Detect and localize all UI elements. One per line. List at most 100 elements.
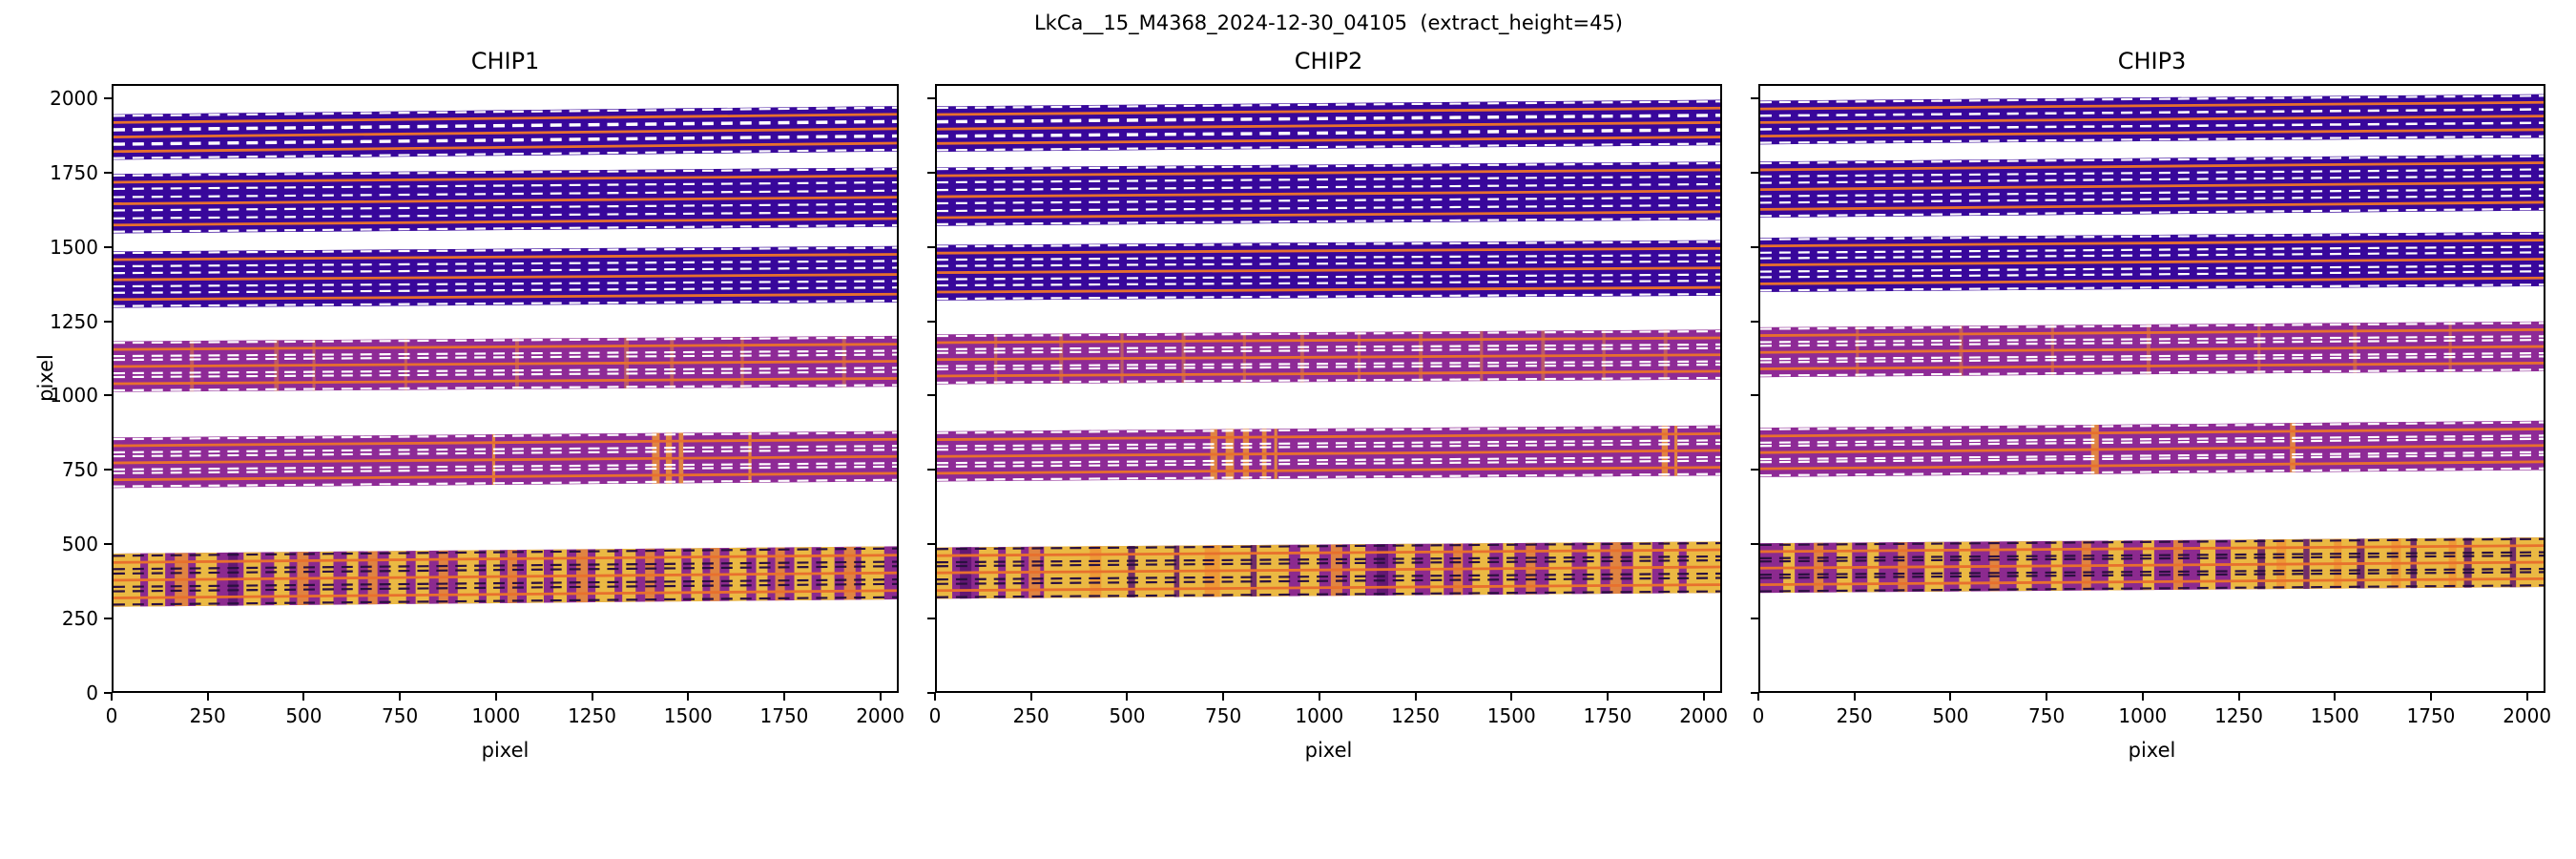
- x-tick-label: 1250: [568, 704, 616, 727]
- extraction-window-edge: [114, 189, 897, 199]
- extraction-window-edge: [114, 168, 897, 178]
- extraction-window-edge: [1760, 368, 2544, 377]
- extraction-window-edge: [937, 376, 1720, 385]
- x-tick-label: 500: [1109, 704, 1146, 727]
- extraction-window-edge: [114, 367, 897, 375]
- y-tick-mark: [927, 618, 935, 620]
- extraction-window-edge: [1760, 421, 2544, 430]
- order-trace-line: [937, 266, 1720, 275]
- order-trace-line: [114, 554, 897, 564]
- x-tick-mark: [1318, 693, 1320, 701]
- extraction-window-edge: [114, 370, 897, 379]
- extraction-window-edge: [114, 280, 897, 288]
- extraction-window-edge: [114, 135, 897, 146]
- x-tick-label: 750: [2028, 704, 2066, 727]
- x-tick-mark: [1606, 693, 1609, 701]
- extraction-window-edge: [937, 115, 1720, 124]
- extraction-window-edge: [114, 202, 897, 212]
- x-tick-label: 0: [928, 704, 942, 727]
- x-tick-mark: [2334, 693, 2337, 701]
- y-tick-mark: [1751, 618, 1758, 620]
- extraction-window-edge: [114, 445, 897, 454]
- order-trace-line: [1760, 180, 2544, 192]
- x-axis-label: pixel: [1304, 739, 1353, 762]
- order-trace-line: [937, 369, 1720, 378]
- x-axis-label: pixel: [2128, 739, 2176, 762]
- extraction-window-edge: [937, 182, 1720, 192]
- order-trace-line: [1760, 128, 2544, 138]
- x-tick-label: 1250: [2214, 704, 2263, 727]
- x-tick-mark: [1222, 693, 1225, 701]
- extraction-window-edge: [114, 223, 897, 233]
- extraction-window-edge: [937, 360, 1720, 367]
- extraction-window-edge: [937, 217, 1720, 226]
- y-tick-label: 2000: [50, 86, 98, 110]
- x-tick-mark: [782, 693, 785, 701]
- extraction-window-edge: [114, 266, 897, 275]
- x-tick-mark: [399, 693, 402, 701]
- plot-area-chip3: [1758, 84, 2545, 693]
- order-trace-line: [937, 210, 1720, 220]
- x-tick-label: 0: [1752, 704, 1765, 727]
- x-tick-mark: [1414, 693, 1417, 701]
- x-tick-mark: [934, 693, 936, 701]
- order-trace-line: [114, 571, 897, 582]
- y-tick-mark: [927, 96, 935, 99]
- x-tick-mark: [1510, 693, 1513, 701]
- extraction-window-edge: [1760, 335, 2544, 344]
- order-trace-line: [114, 471, 897, 482]
- order-trace-line: [1760, 361, 2544, 370]
- extraction-window-edge: [937, 576, 1720, 585]
- y-tick-mark: [927, 543, 935, 546]
- x-tick-mark: [2141, 693, 2144, 701]
- x-tick-mark: [1853, 693, 1856, 701]
- extraction-window-edge: [114, 560, 897, 571]
- x-tick-mark: [206, 693, 209, 701]
- order-trace-line: [937, 106, 1720, 116]
- y-tick-mark: [1751, 320, 1758, 323]
- extraction-window-edge: [937, 343, 1720, 351]
- extraction-window-edge: [937, 273, 1720, 281]
- order-trace-line: [937, 466, 1720, 475]
- extraction-window-edge: [114, 578, 897, 588]
- x-tick-mark: [1702, 693, 1705, 701]
- extraction-window-edge: [1760, 207, 2544, 218]
- order-trace-line: [937, 565, 1720, 575]
- extraction-window-edge: [114, 300, 897, 307]
- order-trace-line: [1760, 560, 2544, 570]
- extraction-window-edge: [937, 363, 1720, 371]
- figure-title: LkCa__15_M4368_2024-12-30_04105 (extract…: [1033, 11, 1623, 34]
- order-trace-line: [1760, 161, 2544, 172]
- extraction-window-edge: [937, 203, 1720, 213]
- extraction-window-edge: [937, 175, 1720, 184]
- extraction-window-edge: [114, 547, 897, 557]
- panel-title-chip2: CHIP2: [1294, 48, 1363, 74]
- y-tick-mark: [927, 394, 935, 397]
- x-axis-label: pixel: [481, 739, 530, 762]
- extraction-window-edge: [937, 161, 1720, 171]
- extraction-window-edge: [114, 120, 897, 132]
- order-trace-line: [1760, 345, 2544, 354]
- x-tick-mark: [111, 693, 113, 701]
- order-trace-line: [114, 113, 897, 124]
- extraction-window-edge: [114, 565, 897, 576]
- extraction-window-edge: [114, 134, 897, 145]
- order-trace-line: [937, 136, 1720, 145]
- x-tick-mark: [1029, 693, 1032, 701]
- x-tick-mark: [879, 693, 882, 701]
- order-trace-line: [1760, 460, 2544, 471]
- extraction-window-edge: [1760, 450, 2544, 461]
- order-trace-line: [114, 141, 897, 154]
- x-tick-label: 1750: [2406, 704, 2456, 727]
- extraction-window-edge: [114, 449, 897, 458]
- order-trace-line: [937, 246, 1720, 255]
- extraction-window-edge: [1760, 245, 2544, 254]
- x-tick-mark: [2237, 693, 2240, 701]
- y-tick-mark: [1751, 96, 1758, 99]
- x-tick-mark: [2046, 693, 2048, 701]
- y-tick-mark: [104, 96, 112, 99]
- order-trace-line: [1760, 115, 2544, 124]
- order-trace-line: [114, 292, 897, 302]
- order-trace-line: [1760, 200, 2544, 211]
- extraction-window-edge: [114, 582, 897, 593]
